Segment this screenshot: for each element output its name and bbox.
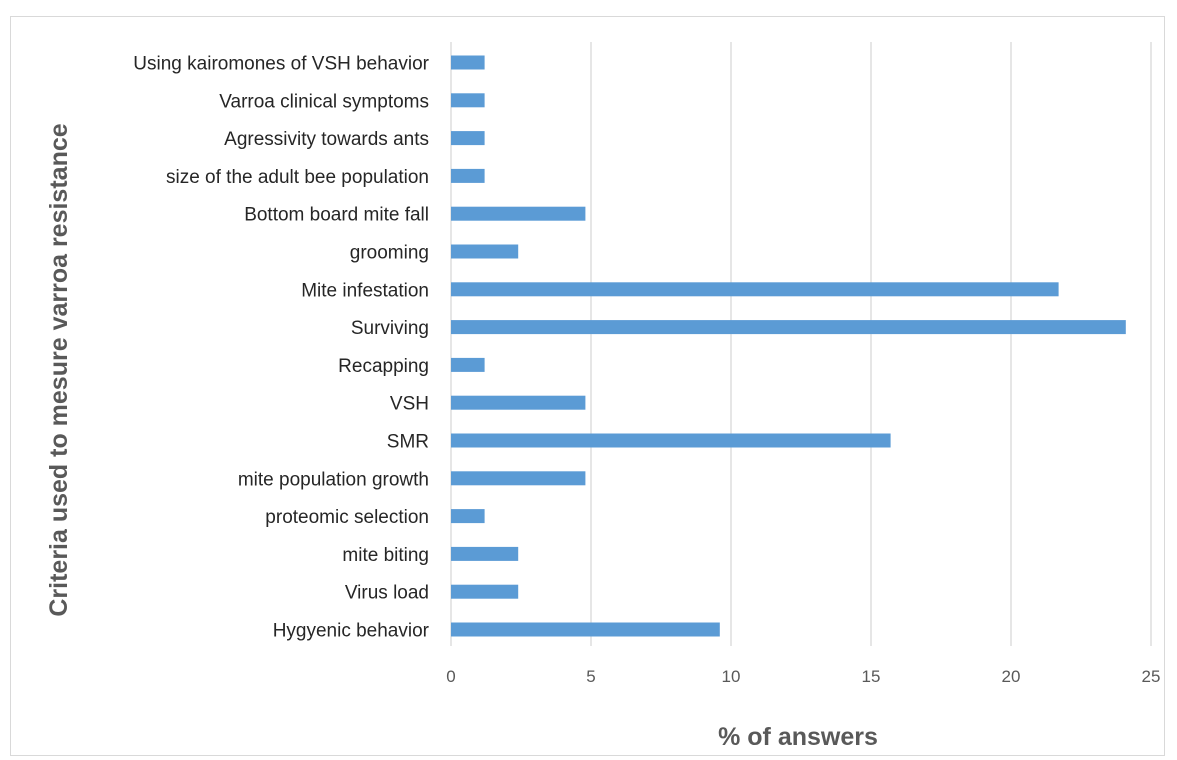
x-tick-label: 10: [722, 667, 741, 686]
x-tick-label: 20: [1002, 667, 1021, 686]
x-tick-label: 0: [446, 667, 455, 686]
category-labels: Using kairomones of VSH behavior Varroa c…: [133, 54, 429, 642]
bar: [451, 622, 720, 637]
category-label: SMR: [387, 432, 429, 453]
x-tick-label: 25: [1142, 667, 1161, 686]
category-label: VSH: [390, 394, 429, 415]
bar: [451, 433, 891, 448]
bar: [451, 206, 586, 221]
bar: [451, 395, 586, 410]
bar: [451, 282, 1059, 297]
bar: [451, 357, 485, 372]
category-label: Hygyenic behavior: [273, 621, 430, 642]
bar: [451, 131, 485, 146]
bars: [451, 55, 1126, 637]
gridlines: [450, 42, 1152, 646]
category-label: mite population growth: [238, 469, 429, 490]
bar: [451, 584, 519, 599]
x-tick-label: 5: [586, 667, 595, 686]
bar: [451, 168, 485, 183]
bar: [451, 244, 519, 259]
bar: [451, 509, 485, 524]
bar: [451, 471, 586, 486]
category-label: proteomic selection: [265, 507, 429, 528]
category-label: Recapping: [338, 356, 429, 377]
category-label: Surviving: [351, 318, 429, 339]
bar: [451, 546, 519, 561]
category-label: Agressivity towards ants: [224, 129, 429, 150]
x-tick-label: 15: [862, 667, 881, 686]
bar: [451, 55, 485, 70]
bar: [451, 93, 485, 108]
category-label: Varroa clinical symptoms: [219, 91, 429, 112]
x-axis-title: % of answers: [718, 723, 878, 751]
category-label: grooming: [350, 243, 429, 264]
x-tick-labels: 0 5 10 15 20 25: [446, 667, 1160, 686]
y-axis-title: Criteria used to mesure varroa resistanc…: [45, 123, 73, 616]
category-label: size of the adult bee population: [166, 167, 429, 188]
category-label: Bottom board mite fall: [244, 205, 429, 226]
category-label: Mite infestation: [301, 280, 429, 301]
category-label: Virus load: [345, 583, 429, 604]
category-label: Using kairomones of VSH behavior: [133, 54, 429, 75]
category-label: mite biting: [342, 545, 429, 566]
bar: [451, 320, 1126, 335]
